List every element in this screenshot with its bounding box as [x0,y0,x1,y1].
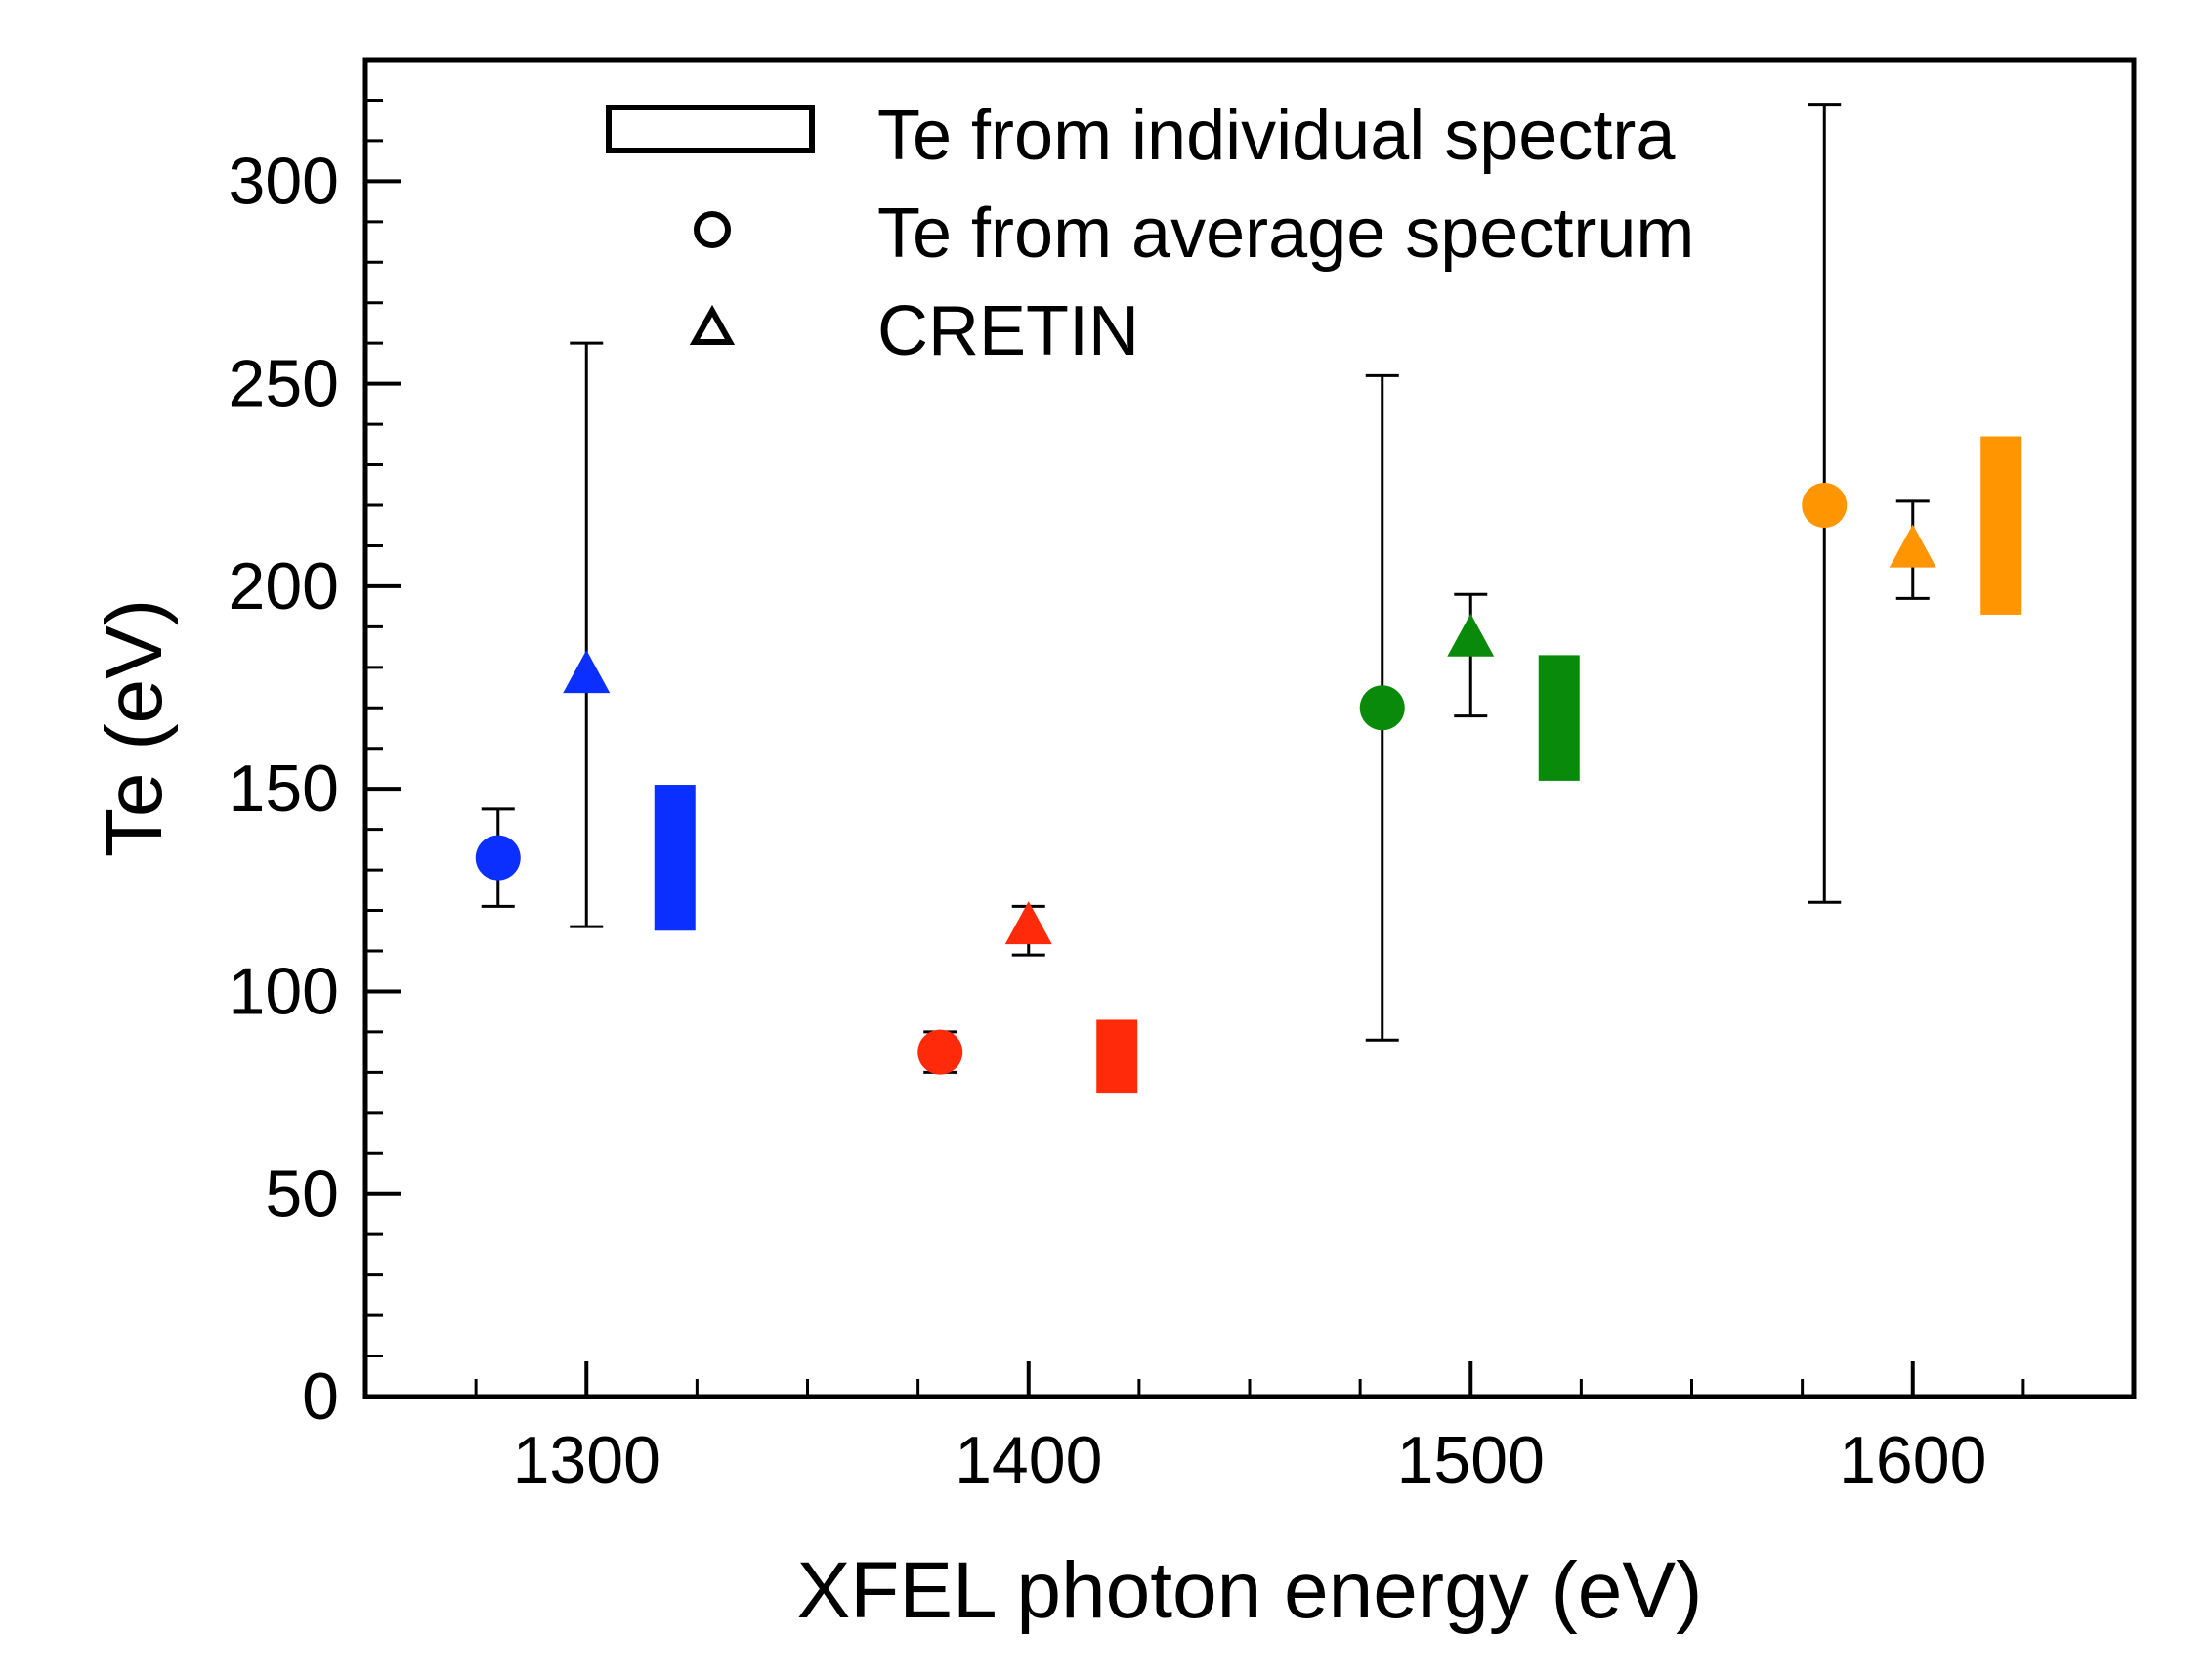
y-tick-label: 150 [229,752,339,826]
x-tick-label: 1600 [1839,1423,1986,1497]
data-marks [475,103,2022,1094]
average-spectrum-point [917,1029,963,1075]
cretin-point [1004,901,1052,945]
y-tick-labels: 0 50 100 150 200 250 300 [229,144,339,1434]
y-tick-label: 250 [229,347,339,421]
x-axis-title: XFEL photon energy (eV) [797,1546,1703,1635]
legend-rectangle-marker [606,105,815,153]
legend-triangle-marker [689,304,736,345]
legend-label-individual-spectra: Te from individual spectra [877,97,1676,175]
y-tick-label: 100 [229,954,339,1028]
individual-spectra-range [654,785,696,931]
y-axis-title: Te (eV) [90,599,179,857]
x-tick-label: 1400 [955,1423,1102,1497]
x-tick-labels: 1300 1400 1500 1600 [513,1423,1987,1497]
y-tick-label: 200 [229,549,339,624]
y-tick-label: 300 [229,144,339,218]
average-spectrum-point [1359,685,1405,731]
legend-label-average-spectrum: Te from average spectrum [877,194,1694,273]
average-spectrum-point [1802,483,1848,528]
x-tick-label: 1300 [513,1423,660,1497]
y-tick-label: 50 [265,1157,339,1231]
individual-spectra-range [1980,436,2022,615]
cretin-point [1447,613,1495,657]
y-tick-label: 0 [302,1359,339,1434]
x-tick-label: 1500 [1397,1423,1545,1497]
average-spectrum-point [475,835,521,881]
major-ticks [365,179,1915,1399]
cretin-point [1889,524,1936,568]
individual-spectra-range [1538,655,1580,781]
legend: Te from individual spectra Te from avera… [606,97,1694,370]
cretin-point [563,650,611,694]
legend-label-cretin: CRETIN [877,292,1139,370]
minor-ticks [365,98,2025,1397]
individual-spectra-range [1096,1019,1138,1094]
legend-circle-marker [694,211,731,248]
